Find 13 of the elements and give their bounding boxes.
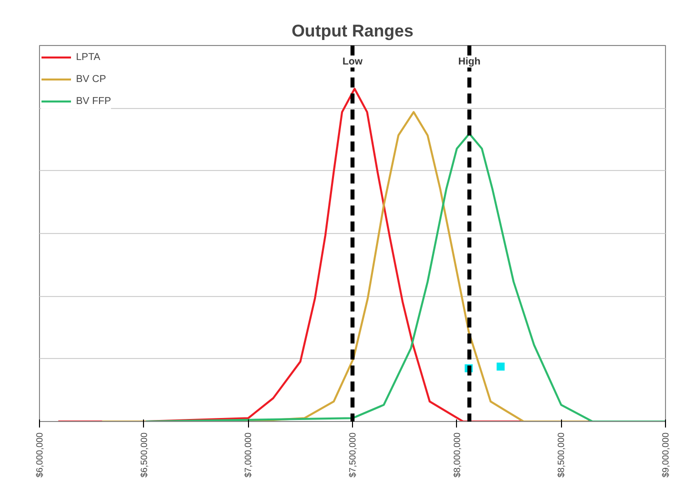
x-tick-label: $7,000,000 bbox=[243, 432, 254, 478]
x-tick-label: $9,000,000 bbox=[660, 432, 670, 478]
ref-line-label: Low bbox=[342, 56, 363, 68]
x-tick-label: $8,500,000 bbox=[556, 432, 566, 478]
x-tick-label: $8,000,000 bbox=[452, 432, 462, 478]
ref-line-label: High bbox=[458, 56, 480, 68]
x-tick-label: $6,000,000 bbox=[34, 432, 44, 478]
legend-label: BV CP bbox=[76, 74, 106, 84]
x-tick-label: $6,500,000 bbox=[138, 432, 149, 478]
x-tick-label: $7,500,000 bbox=[348, 432, 358, 478]
chart-title: Output Ranges bbox=[292, 22, 414, 40]
legend-label: LPTA bbox=[76, 52, 100, 62]
legend-label: BV FFP bbox=[76, 96, 112, 106]
